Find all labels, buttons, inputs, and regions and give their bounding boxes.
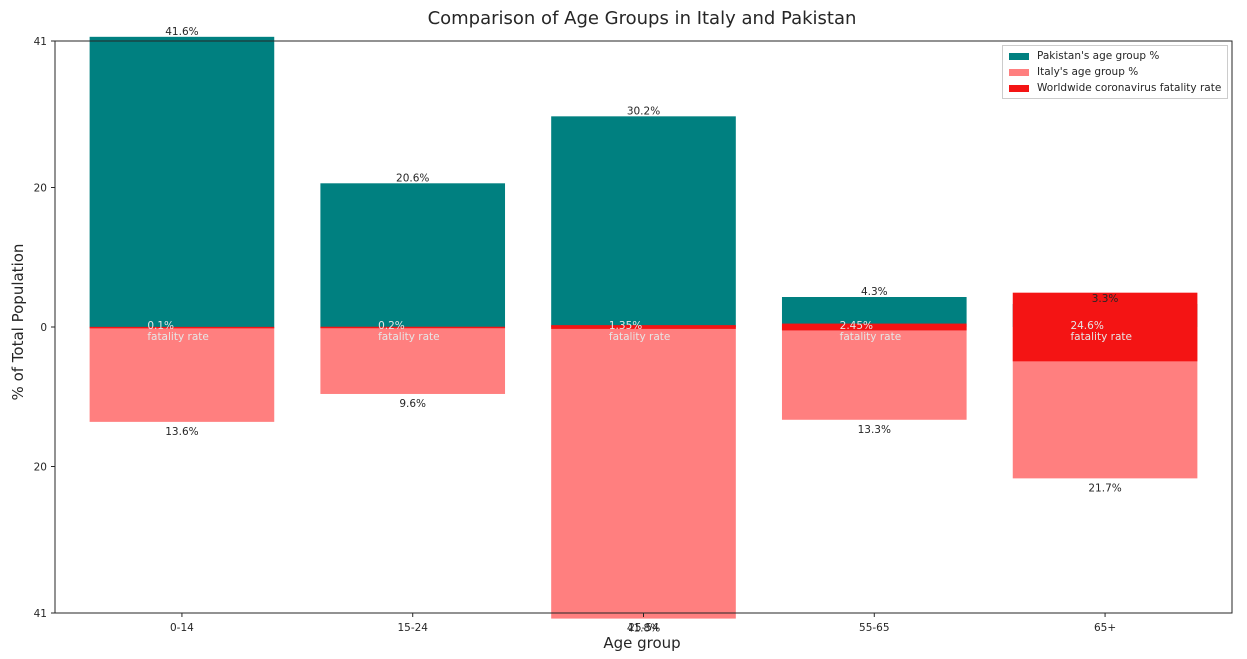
y-tick-label-1: 20	[34, 182, 47, 194]
bar-italy-25-54	[551, 327, 736, 619]
x-tick-label-15-24: 15-24	[397, 622, 428, 634]
label-pakistan-0-14: 41.6%	[165, 26, 198, 38]
legend-swatch-italy	[1009, 69, 1029, 76]
label-fatality-annotation-25-54: fatality rate	[609, 331, 671, 343]
legend-label-italy: Italy's age group %	[1037, 66, 1139, 78]
label-pakistan-55-65: 4.3%	[861, 286, 888, 298]
bar-italy-0-14	[89, 327, 275, 422]
axes-layer: 0-14 15-24 25-54 55-65 65+ 41 20 0 20 41	[34, 36, 1233, 634]
label-fatality-annotation-65: fatality rate	[1070, 331, 1132, 343]
label-pakistan-25-54: 30.2%	[627, 105, 660, 117]
label-italy-15-24: 9.6%	[399, 398, 426, 410]
bar-pakistan-15-24	[320, 183, 506, 327]
bar-italy-15-24	[320, 327, 506, 394]
label-fatality-annotation-0-14: fatality rate	[147, 331, 209, 343]
legend-swatch-pakistan	[1009, 53, 1029, 60]
x-tick-label-65: 65+	[1094, 622, 1116, 634]
bar-pakistan-0-14	[89, 36, 275, 327]
y-tick-label-0: 41	[34, 36, 47, 48]
label-italy-25-54: 41.8%	[627, 623, 660, 635]
bar-fatality-55-65	[781, 323, 967, 331]
legend: Pakistan's age group % Italy's age group…	[1002, 45, 1228, 99]
bar-fatality-65	[1012, 292, 1198, 362]
legend-label-fatality: Worldwide coronavirus fatality rate	[1037, 82, 1222, 94]
y-tick-label-2: 0	[40, 322, 47, 334]
chart-title: Comparison of Age Groups in Italy and Pa…	[427, 8, 857, 29]
label-fatality-annotation-55-65: fatality rate	[840, 331, 902, 343]
label-fatality-15-24: 0.2%	[378, 320, 405, 332]
bar-pakistan-25-54	[551, 116, 736, 328]
x-axis-label: Age group	[603, 634, 681, 652]
label-fatality-annotation-15-24: fatality rate	[378, 331, 440, 343]
bars-layer	[89, 36, 1198, 619]
label-fatality-0-14: 0.1%	[147, 320, 174, 332]
bar-fatality-0-14	[89, 326, 275, 329]
y-tick-label-3: 20	[34, 462, 47, 474]
label-fatality-55-65: 2.45%	[840, 320, 873, 332]
bar-pakistan-55-65	[781, 297, 967, 327]
legend-swatch-fatality	[1009, 85, 1029, 92]
bar-fatality-15-24	[320, 326, 506, 329]
x-tick-label-25-54: 25-54	[628, 622, 659, 634]
data-labels-layer: 41.6%13.6%0.1%fatality rate20.6%9.6%0.2%…	[147, 26, 1132, 635]
plot-frame	[54, 40, 1233, 614]
bar-fatality-25-54	[551, 325, 736, 329]
label-pakistan-65: 3.3%	[1092, 293, 1119, 305]
label-italy-65: 21.7%	[1088, 482, 1121, 494]
legend-label-pakistan: Pakistan's age group %	[1037, 50, 1160, 62]
y-tick-label-4: 41	[34, 608, 47, 620]
label-italy-55-65: 13.3%	[858, 424, 891, 436]
label-fatality-65: 24.6%	[1070, 320, 1103, 332]
x-tick-label-55-65: 55-65	[859, 622, 890, 634]
label-pakistan-15-24: 20.6%	[396, 172, 429, 184]
label-fatality-25-54: 1.35%	[609, 320, 642, 332]
label-italy-0-14: 13.6%	[165, 426, 198, 438]
bar-italy-55-65	[781, 327, 967, 420]
x-tick-label-0-14: 0-14	[170, 622, 194, 634]
